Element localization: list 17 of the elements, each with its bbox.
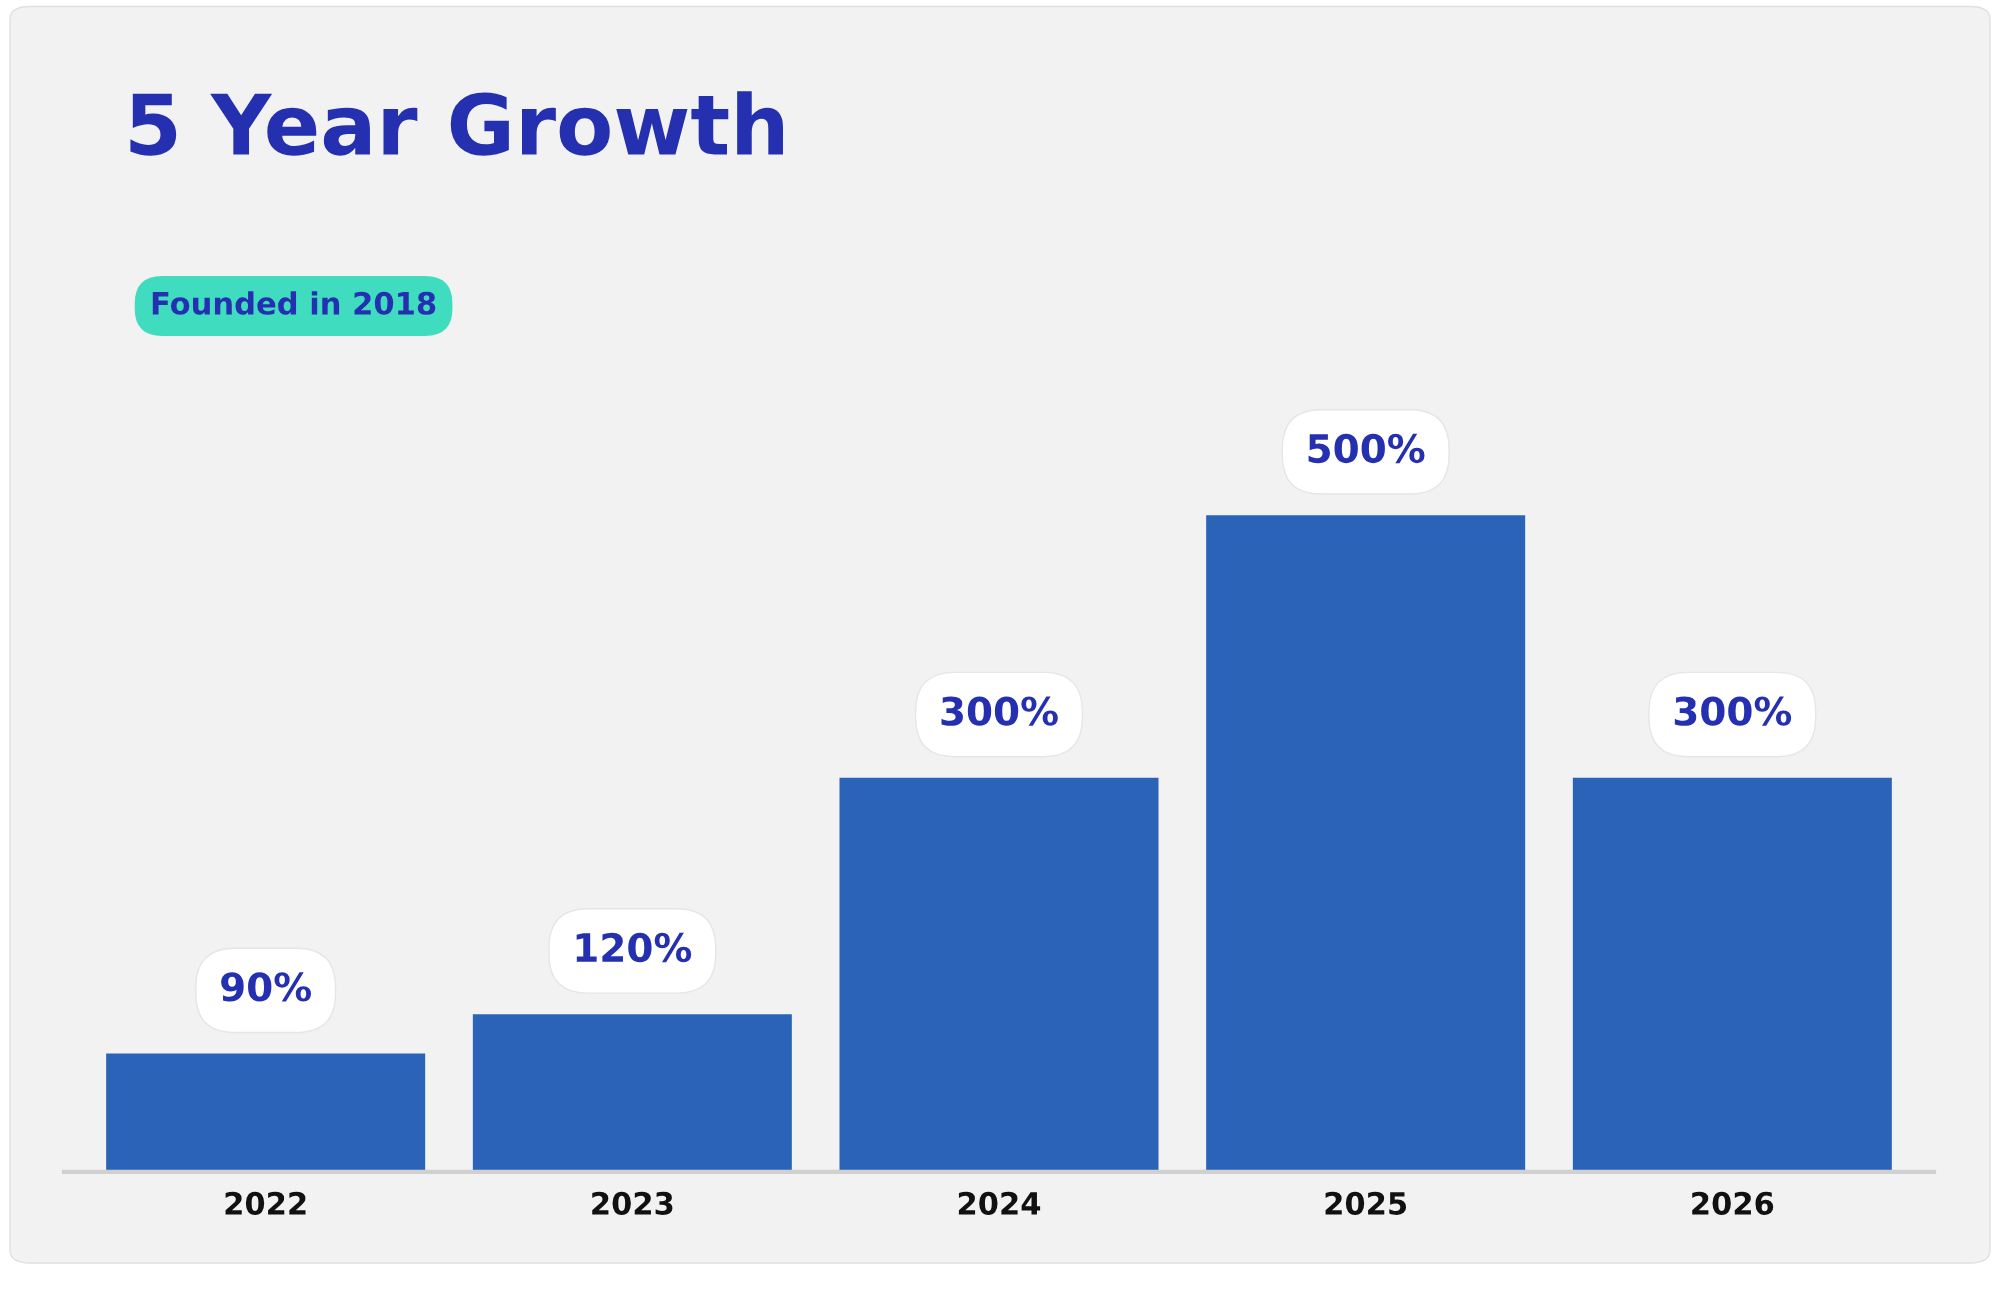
bar [1572, 777, 1892, 1172]
x-tick-label: 2022 [225, 1191, 306, 1215]
x-tick-label: 2025 [1325, 1191, 1407, 1215]
data-label: 90% [221, 972, 311, 1002]
chart-title: 5 Year Growth [130, 91, 783, 156]
bar [472, 1014, 792, 1172]
x-tick-label: 2024 [958, 1191, 1041, 1215]
bar [106, 1053, 426, 1172]
data-label: 120% [576, 932, 692, 963]
data-label: 500% [1308, 433, 1425, 464]
text: Founded in 2018 [152, 291, 436, 315]
x-tick-label: 2026 [1692, 1191, 1774, 1215]
x-tick-label: 2023 [592, 1191, 673, 1215]
data-label: 300% [1674, 696, 1792, 726]
bar [839, 777, 1159, 1172]
bar [1206, 515, 1526, 1172]
data-label: 300% [941, 696, 1058, 726]
